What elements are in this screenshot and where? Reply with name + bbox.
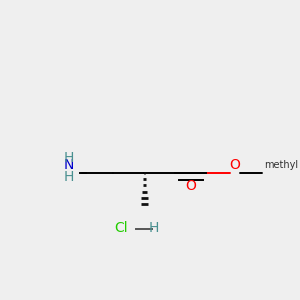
Text: N: N [63, 158, 74, 172]
Text: Cl: Cl [114, 221, 128, 236]
Text: H: H [63, 151, 74, 165]
Text: H: H [148, 221, 159, 236]
Text: H: H [63, 170, 74, 184]
Text: O: O [185, 179, 197, 193]
Text: O: O [229, 158, 240, 172]
Text: methyl: methyl [264, 160, 298, 170]
